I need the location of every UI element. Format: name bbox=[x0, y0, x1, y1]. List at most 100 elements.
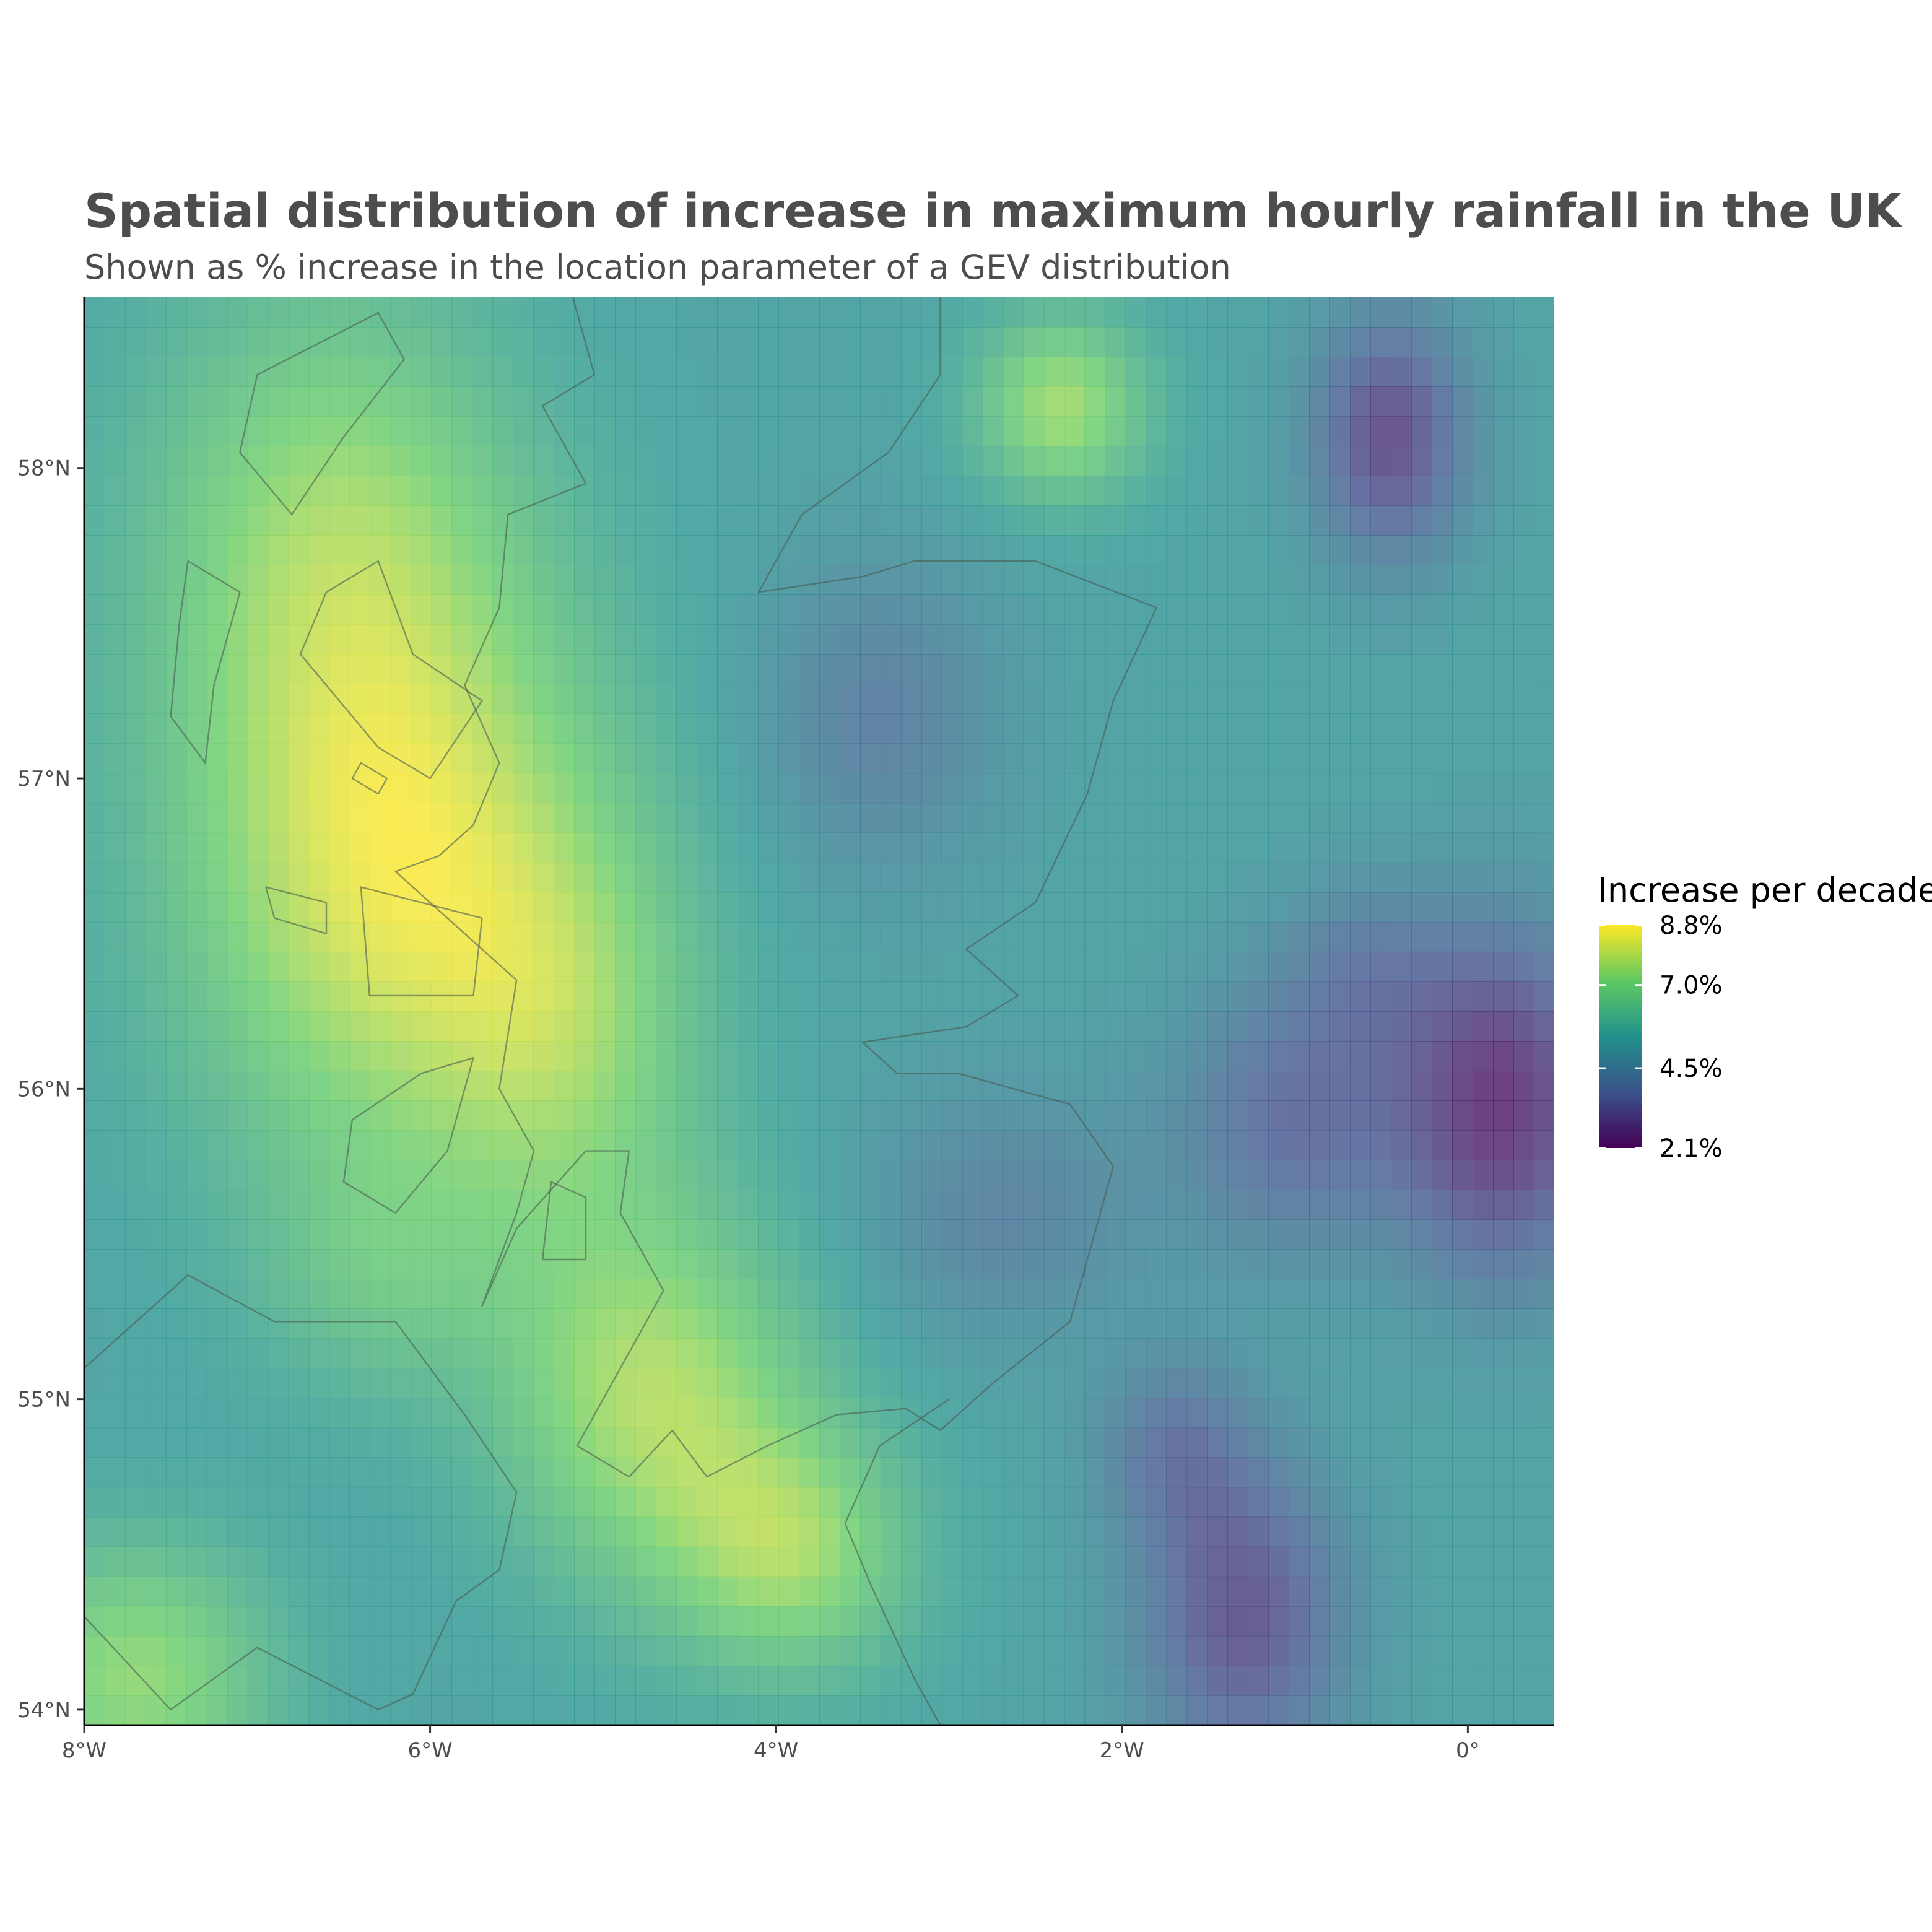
raster-cell bbox=[165, 1427, 187, 1458]
raster-cell bbox=[982, 505, 1004, 536]
raster-cell bbox=[656, 832, 677, 863]
raster-cell bbox=[819, 1487, 840, 1518]
raster-cell bbox=[247, 1100, 269, 1131]
coastline-mull bbox=[360, 886, 483, 997]
raster-cell bbox=[1350, 1516, 1371, 1547]
raster-cell bbox=[1105, 803, 1126, 833]
raster-cell bbox=[1309, 921, 1330, 952]
raster-cell bbox=[1166, 1487, 1188, 1518]
raster-cell bbox=[819, 1368, 840, 1399]
raster-cell bbox=[1207, 1398, 1229, 1429]
coastline-scotland-mainland bbox=[394, 297, 1157, 1478]
raster-cell bbox=[1023, 505, 1045, 536]
raster-cell bbox=[1452, 327, 1473, 357]
raster-cell bbox=[288, 981, 310, 1012]
raster-cell bbox=[1289, 1130, 1310, 1160]
raster-cell bbox=[778, 297, 799, 328]
raster-cell bbox=[656, 1695, 677, 1725]
raster-cell bbox=[1105, 1308, 1126, 1339]
raster-cell bbox=[1370, 773, 1391, 804]
raster-cell bbox=[656, 892, 677, 923]
raster-cell bbox=[656, 327, 677, 357]
raster-cell bbox=[738, 773, 759, 804]
raster-cell bbox=[165, 951, 187, 982]
raster-cell bbox=[554, 743, 575, 774]
raster-cell bbox=[1370, 565, 1391, 595]
x-tick-label: 6°W bbox=[407, 1738, 452, 1763]
raster-cell bbox=[390, 981, 412, 1012]
raster-cell bbox=[1452, 1635, 1473, 1666]
raster-cell bbox=[349, 1219, 371, 1250]
raster-cell bbox=[145, 1695, 167, 1725]
raster-cell bbox=[697, 951, 718, 982]
raster-cell bbox=[1493, 357, 1514, 387]
raster-cell bbox=[1186, 505, 1208, 536]
raster-cell bbox=[1084, 1041, 1106, 1071]
raster-cell bbox=[1493, 624, 1514, 655]
raster-cell bbox=[717, 1308, 738, 1339]
raster-cell bbox=[1125, 921, 1147, 952]
raster-cell bbox=[84, 743, 105, 774]
raster-cell bbox=[778, 1576, 799, 1607]
raster-cell bbox=[1003, 1190, 1024, 1220]
raster-cell bbox=[819, 535, 840, 565]
raster-cell bbox=[492, 832, 513, 863]
raster-cell bbox=[1023, 1011, 1045, 1042]
raster-cell bbox=[738, 1487, 759, 1518]
raster-cell bbox=[288, 357, 310, 387]
raster-cell bbox=[1023, 981, 1045, 1012]
raster-cell bbox=[105, 1071, 126, 1101]
raster-cell bbox=[880, 1665, 902, 1696]
raster-cell bbox=[799, 1279, 820, 1309]
raster-cell bbox=[1473, 743, 1494, 774]
raster-cell bbox=[124, 803, 146, 833]
raster-cell bbox=[1473, 803, 1494, 833]
raster-cell bbox=[186, 1071, 207, 1101]
raster-cell bbox=[390, 743, 412, 774]
raster-cell bbox=[594, 981, 616, 1012]
raster-cell bbox=[1064, 892, 1086, 923]
raster-cell bbox=[370, 416, 391, 446]
raster-cell bbox=[615, 1249, 636, 1279]
raster-cell bbox=[778, 684, 799, 715]
raster-cell bbox=[1329, 1516, 1351, 1547]
raster-cell bbox=[1207, 1516, 1229, 1547]
raster-cell bbox=[1309, 1695, 1330, 1725]
raster-cell bbox=[390, 386, 412, 417]
raster-cell bbox=[1350, 327, 1371, 357]
raster-cell bbox=[186, 1338, 207, 1369]
raster-cell bbox=[1534, 1546, 1554, 1577]
raster-cell bbox=[738, 951, 759, 982]
raster-cell bbox=[594, 357, 616, 387]
raster-cell bbox=[1248, 892, 1269, 923]
raster-cell bbox=[1432, 1635, 1453, 1666]
raster-cell bbox=[390, 803, 412, 833]
raster-cell bbox=[594, 1279, 616, 1309]
raster-cell bbox=[1432, 1606, 1453, 1637]
raster-cell bbox=[676, 981, 697, 1012]
raster-cell bbox=[1473, 594, 1494, 625]
raster-cell bbox=[799, 386, 820, 417]
raster-cell bbox=[165, 476, 187, 506]
raster-cell bbox=[1329, 1338, 1351, 1369]
raster-cell bbox=[1534, 1130, 1554, 1160]
raster-cell bbox=[411, 1516, 432, 1547]
raster-cell bbox=[411, 1219, 432, 1250]
raster-cell bbox=[1289, 1279, 1310, 1309]
raster-cell bbox=[1432, 654, 1453, 685]
raster-cell bbox=[1370, 297, 1391, 328]
raster-cell bbox=[431, 1457, 453, 1488]
raster-cell bbox=[1146, 981, 1167, 1012]
raster-cell bbox=[1493, 1427, 1514, 1458]
raster-cell bbox=[1207, 1665, 1229, 1696]
raster-cell bbox=[799, 803, 820, 833]
raster-cell bbox=[1513, 743, 1534, 774]
raster-cell bbox=[1309, 713, 1330, 744]
raster-cell bbox=[186, 832, 207, 863]
raster-cell bbox=[165, 416, 187, 446]
raster-cell bbox=[1227, 743, 1248, 774]
raster-cell bbox=[1207, 297, 1229, 328]
raster-cell bbox=[288, 1546, 310, 1577]
raster-cell bbox=[697, 327, 718, 357]
raster-cell bbox=[247, 297, 269, 328]
